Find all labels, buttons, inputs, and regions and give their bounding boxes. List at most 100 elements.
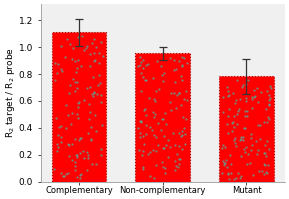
Point bbox=[54, 116, 58, 119]
Point bbox=[156, 143, 160, 147]
Point bbox=[252, 89, 256, 92]
Point bbox=[238, 97, 242, 100]
Point bbox=[55, 63, 60, 66]
Point bbox=[71, 47, 75, 50]
Point bbox=[262, 151, 267, 154]
Y-axis label: R$_2$ target / R$_2$ probe: R$_2$ target / R$_2$ probe bbox=[4, 47, 17, 138]
Point bbox=[262, 173, 266, 176]
Point bbox=[153, 113, 157, 116]
Point bbox=[81, 49, 86, 52]
Point bbox=[63, 172, 68, 176]
Point bbox=[234, 122, 239, 125]
Point bbox=[264, 155, 268, 158]
Point bbox=[185, 61, 190, 64]
Point bbox=[74, 70, 79, 73]
Point bbox=[73, 138, 77, 141]
Point bbox=[72, 169, 77, 172]
Point bbox=[152, 177, 157, 180]
Point bbox=[98, 82, 103, 85]
Point bbox=[179, 103, 183, 106]
Point bbox=[97, 74, 101, 77]
Point bbox=[221, 162, 226, 165]
Point bbox=[245, 109, 250, 112]
Point bbox=[168, 146, 172, 149]
Point bbox=[183, 132, 187, 135]
Point bbox=[155, 121, 160, 124]
Point bbox=[159, 64, 164, 67]
Point bbox=[138, 131, 142, 134]
Point bbox=[62, 174, 67, 177]
Point bbox=[180, 78, 184, 81]
Point bbox=[242, 151, 247, 154]
Point bbox=[140, 154, 145, 157]
Point bbox=[78, 151, 82, 154]
Point bbox=[264, 108, 268, 111]
Point bbox=[72, 81, 77, 84]
Point bbox=[141, 165, 145, 168]
Point bbox=[223, 159, 228, 162]
Point bbox=[62, 56, 67, 59]
Point bbox=[70, 158, 75, 161]
Point bbox=[87, 117, 92, 120]
Point bbox=[163, 166, 167, 170]
Point bbox=[93, 58, 97, 61]
Point bbox=[99, 154, 103, 157]
Point bbox=[84, 87, 89, 90]
Point bbox=[268, 84, 273, 87]
Point bbox=[138, 55, 142, 59]
Point bbox=[86, 153, 90, 156]
Point bbox=[236, 171, 240, 174]
Point bbox=[223, 161, 228, 164]
Point bbox=[180, 65, 184, 68]
Point bbox=[96, 83, 100, 86]
Point bbox=[177, 132, 181, 135]
Point bbox=[166, 138, 171, 141]
Point bbox=[146, 97, 151, 100]
Point bbox=[225, 122, 230, 126]
Point bbox=[258, 138, 263, 141]
Point bbox=[162, 146, 166, 150]
Bar bbox=[52, 32, 106, 182]
Point bbox=[244, 145, 248, 148]
Point bbox=[56, 126, 61, 129]
Point bbox=[99, 100, 104, 104]
Point bbox=[250, 96, 255, 99]
Point bbox=[144, 79, 148, 82]
Point bbox=[227, 177, 231, 180]
Point bbox=[67, 154, 72, 158]
Point bbox=[238, 176, 242, 179]
Point bbox=[59, 45, 63, 48]
Point bbox=[231, 92, 235, 95]
Point bbox=[175, 152, 179, 155]
Point bbox=[264, 170, 269, 174]
Point bbox=[137, 119, 142, 123]
Point bbox=[60, 69, 65, 72]
Point bbox=[227, 94, 231, 97]
Point bbox=[85, 156, 90, 159]
Point bbox=[220, 147, 224, 150]
Point bbox=[67, 42, 72, 45]
Point bbox=[152, 116, 157, 119]
Point bbox=[161, 117, 165, 121]
Point bbox=[241, 136, 246, 139]
Point bbox=[155, 59, 160, 62]
Point bbox=[240, 85, 244, 88]
Point bbox=[81, 150, 86, 153]
Point bbox=[220, 95, 225, 99]
Point bbox=[264, 171, 269, 174]
Point bbox=[67, 144, 72, 147]
Point bbox=[174, 67, 179, 70]
Point bbox=[77, 101, 81, 104]
Point bbox=[143, 132, 148, 136]
Point bbox=[248, 132, 253, 136]
Point bbox=[136, 127, 141, 130]
Point bbox=[173, 159, 177, 162]
Point bbox=[182, 57, 186, 60]
Point bbox=[235, 78, 240, 81]
Point bbox=[84, 150, 89, 153]
Point bbox=[262, 162, 266, 165]
Point bbox=[69, 58, 74, 61]
Point bbox=[73, 153, 78, 156]
Point bbox=[183, 118, 188, 121]
Point bbox=[144, 63, 148, 66]
